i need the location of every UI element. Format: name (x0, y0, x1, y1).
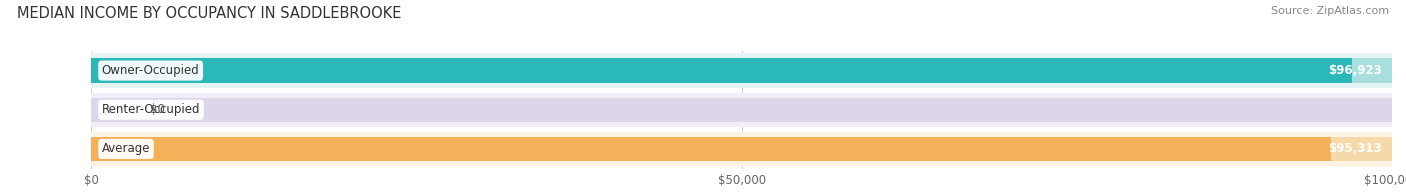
Bar (91, 58, 1353, 83)
Bar (91, 53, 1392, 88)
Text: Renter-Occupied: Renter-Occupied (101, 103, 200, 116)
Text: Average: Average (101, 142, 150, 155)
Text: MEDIAN INCOME BY OCCUPANCY IN SADDLEBROOKE: MEDIAN INCOME BY OCCUPANCY IN SADDLEBROO… (17, 6, 401, 21)
Bar (91, 93, 1392, 127)
Bar (91, 98, 1392, 122)
Text: Owner-Occupied: Owner-Occupied (101, 64, 200, 77)
Text: $95,313: $95,313 (1327, 142, 1382, 155)
Bar (91, 132, 1392, 166)
Text: $0: $0 (150, 103, 165, 116)
Bar (91, 137, 1331, 161)
Bar (91, 58, 1392, 83)
Text: Source: ZipAtlas.com: Source: ZipAtlas.com (1271, 6, 1389, 16)
Bar (91, 137, 1392, 161)
Text: $96,923: $96,923 (1327, 64, 1382, 77)
